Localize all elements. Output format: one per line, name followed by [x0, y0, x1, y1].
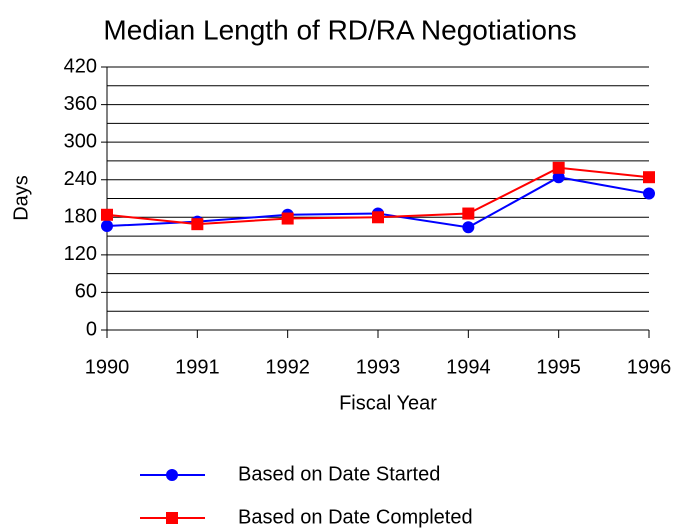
point	[462, 221, 475, 234]
point	[462, 207, 475, 220]
x-tick-label: 1990	[85, 356, 130, 378]
y-tick-label: 300	[64, 130, 97, 152]
point	[643, 171, 655, 184]
point	[281, 212, 294, 225]
y-tick-label: 120	[64, 243, 97, 265]
point	[101, 208, 113, 221]
point	[191, 218, 204, 231]
x-tick-label: 1995	[536, 356, 581, 378]
x-tick-label: 1992	[265, 356, 310, 378]
y-tick-label: 360	[64, 93, 97, 115]
point	[552, 161, 565, 174]
x-tick-label: 1993	[356, 356, 401, 378]
y-tick-label: 420	[64, 55, 97, 77]
y-tick-label: 0	[86, 318, 97, 340]
y-tick-label: 180	[64, 206, 97, 228]
point	[643, 187, 655, 200]
point	[552, 171, 565, 184]
legend-label: Based on Date Completed	[238, 506, 473, 528]
chart-title: Median Length of RD/RA Negotiations	[103, 14, 576, 45]
point	[101, 220, 113, 233]
x-axis-label: Fiscal Year	[339, 392, 437, 414]
legend-label: Based on Date Started	[238, 463, 440, 485]
y-tick-label: 60	[75, 281, 97, 303]
legend-marker	[166, 469, 178, 481]
point	[372, 211, 384, 224]
y-tick-label: 240	[64, 168, 97, 190]
x-tick-label: 1994	[446, 356, 491, 378]
x-tick-label: 1996	[627, 356, 672, 378]
y-axis-label: Days	[10, 175, 32, 221]
legend-marker	[166, 512, 178, 524]
x-tick-label: 1991	[175, 356, 220, 378]
